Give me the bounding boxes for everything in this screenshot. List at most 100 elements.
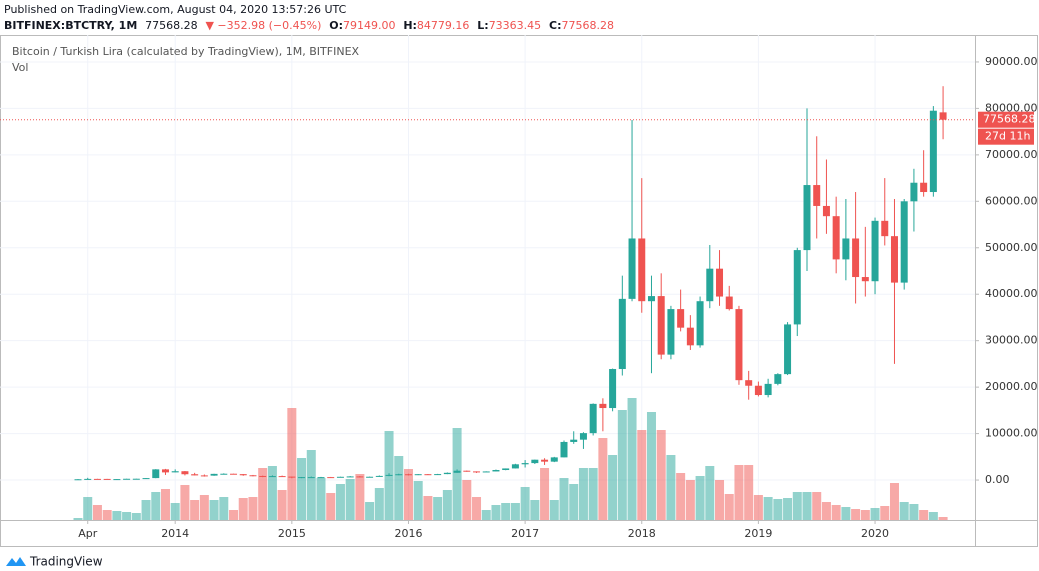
volume-bar [792,492,802,520]
x-tick-label: 2017 [511,527,539,540]
volume-bar [160,489,170,520]
volume-bar [209,500,219,520]
candle-body [239,474,247,476]
candle-body [686,327,694,346]
candle-body [191,474,199,476]
candle-body [531,459,539,464]
candle-body [278,476,286,478]
candle-body [259,475,267,477]
ohlc-label: O: [329,19,343,32]
volume-bar [462,480,472,520]
volume-bar [219,497,229,520]
y-tick-label: 80000.00 [985,101,1038,114]
candle-body [735,309,743,381]
candle-body [881,220,889,237]
candle-body [900,201,908,283]
ohlc-label: C: [549,19,561,32]
volume-bar [889,483,899,520]
symbol: BITFINEX:BTCTRY, 1M [4,19,137,32]
volume-bar [928,512,938,520]
volume-bar [919,510,929,520]
volume-bar [229,510,239,520]
candle-body [706,268,714,302]
candle-body [230,473,238,475]
y-tick-label: 0.00 [985,473,1010,486]
candle-body [366,476,374,478]
volume-bar [306,450,316,520]
candle-body [570,439,578,442]
candle-body [784,324,792,375]
candle-body [657,296,665,355]
candle-body [93,478,101,480]
y-tick-label: 90000.00 [985,55,1038,68]
candle-body [152,469,160,479]
volume-bar [656,430,666,520]
ohlc-label: L: [477,19,488,32]
candle-body [161,469,169,473]
ohlc-value: 79149.00 [343,19,396,32]
volume-bar [666,455,676,520]
candle-body [638,238,646,302]
volume-bar [870,508,880,520]
volume-bar [637,430,647,520]
volume-bar [899,502,909,520]
candle-body [696,301,704,346]
volume-bar [180,485,190,520]
volume-bar [763,497,773,520]
volume-bar [569,484,579,520]
candle-body [813,185,821,206]
x-tick-label: 2015 [278,527,306,540]
brand: TradingView [29,555,103,569]
volume-bar [880,506,890,520]
volume-bar [413,481,423,520]
candle-body [132,478,140,480]
candle-body [803,185,811,251]
volume-bar [151,492,161,520]
volume-bar [190,500,200,520]
volume-bar [248,497,258,520]
volume-bar [335,484,345,520]
candle-body [434,474,442,476]
volume-bar [608,455,618,520]
candle-body [725,296,733,310]
published-note: Published on TradingView.com, August 04,… [4,3,347,16]
x-tick-label: 2014 [161,527,189,540]
candle-body [939,112,947,120]
y-tick-label: 70000.00 [985,148,1038,161]
candle-body [453,470,461,473]
candle-body [609,369,617,409]
volume-bar [394,456,404,520]
volume-bar [433,497,443,520]
candle-body [599,403,607,409]
candle-body [716,268,724,297]
last-price-box [978,111,1034,128]
y-tick-label: 60000.00 [985,194,1038,207]
x-tick-label: Apr [78,527,98,540]
volume-bar [841,507,851,520]
candle-body [395,474,403,476]
ohlc-value: 84779.16 [417,19,470,32]
volume-bar [141,500,151,520]
candle-body [920,182,928,193]
volume-bar [646,412,656,520]
candle-body [142,478,150,480]
volume-bar [287,408,297,520]
volume-bar [122,512,132,520]
countdown-box [978,128,1034,145]
candle-body [473,471,481,473]
volume-bar [238,498,248,520]
y-tick-label: 10000.00 [985,427,1038,440]
candle-body [890,236,898,283]
candle-body [356,476,364,478]
candle-body [521,463,529,465]
candle-body [560,441,568,458]
candle-body [793,250,801,325]
volume-bar [588,468,598,520]
volume-label: Vol [12,61,28,74]
volume-bar [676,473,686,520]
last-price-label: 77568.28 [983,113,1036,126]
candle-body [288,476,296,478]
volume-bar [617,410,627,520]
volume-bar [481,510,491,520]
